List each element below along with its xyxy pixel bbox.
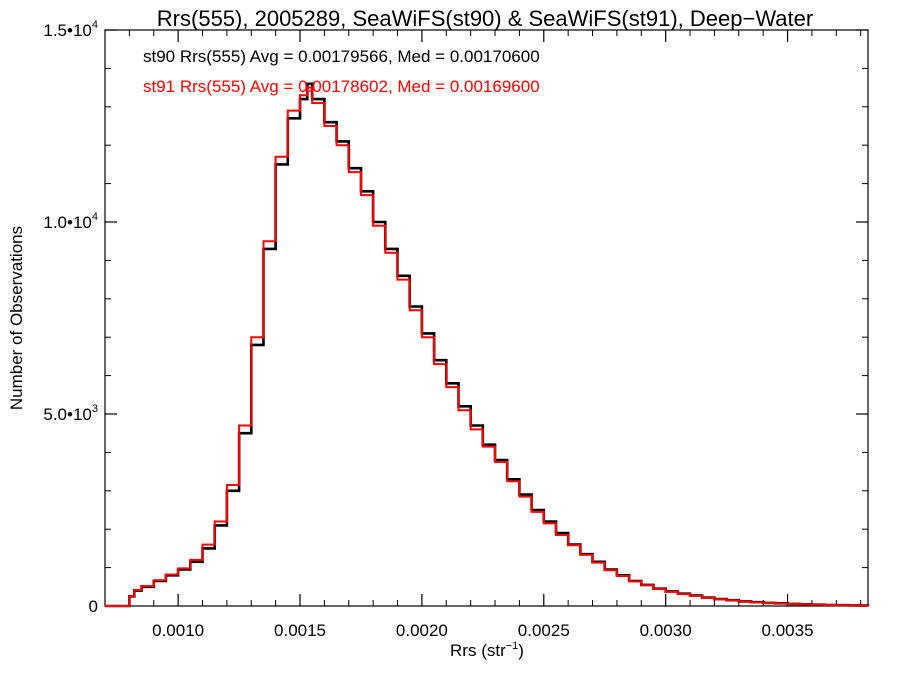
data-series (105, 82, 870, 608)
x-tick-label: 0.0035 (762, 621, 814, 640)
x-axis-title-suffix: ) (518, 641, 524, 660)
y-tick-exponent: 3 (92, 403, 98, 415)
y-axis-title: Number of Observations (7, 226, 26, 410)
series-line-0 (105, 82, 870, 608)
y-tick-label: 0 (89, 597, 98, 616)
y-tick-mantissa: 1.5•10 (43, 21, 92, 40)
x-tick-label: 0.0020 (396, 621, 448, 640)
annotation-st90: st90 Rrs(555) Avg = 0.00179566, Med = 0.… (143, 47, 540, 66)
y-tick-mantissa: 1.0•10 (43, 213, 92, 232)
x-tick-label: 0.0010 (152, 621, 204, 640)
y-tick-label: 1.0•104 (43, 211, 98, 232)
x-tick-label: 0.0015 (274, 621, 326, 640)
x-axis-title: Rrs (str−1) (450, 640, 524, 660)
y-tick-exponent: 4 (92, 19, 98, 31)
y-tick-label: 1.5•104 (43, 19, 98, 40)
annotation-st91: st91 Rrs(555) Avg = 0.00178602, Med = 0.… (143, 77, 540, 96)
y-tick-mantissa: 0 (89, 597, 98, 616)
series-line-1 (105, 86, 869, 607)
x-tick-label: 0.0030 (640, 621, 692, 640)
x-axis-title-superscript: −1 (506, 640, 519, 652)
x-axis: 0.0010 0.0015 0.0020 0.0025 0.0030 0.0035 (128, 30, 862, 640)
chart-title: Rrs(555), 2005289, SeaWiFS(st90) & SeaWi… (157, 6, 813, 31)
x-tick-label: 0.0025 (518, 621, 570, 640)
y-tick-label: 5.0•103 (43, 403, 98, 424)
x-axis-title-main: Rrs (str (450, 641, 506, 660)
y-tick-mantissa: 5.0•10 (43, 405, 92, 424)
plot-frame (104, 29, 869, 607)
y-tick-exponent: 4 (92, 211, 98, 223)
